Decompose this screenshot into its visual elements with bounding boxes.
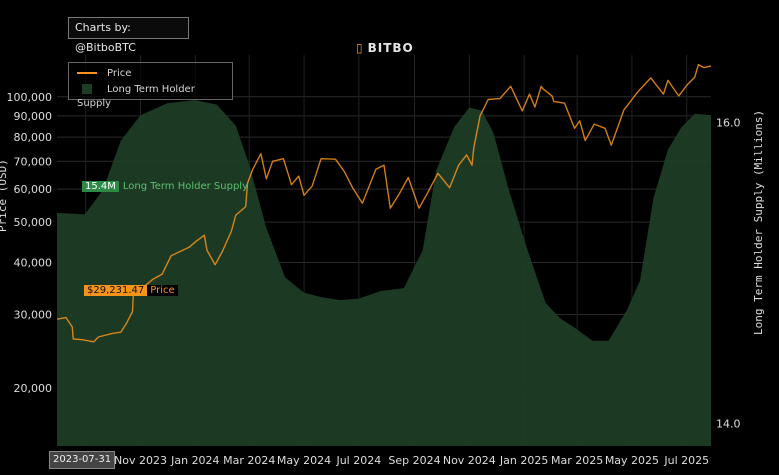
y-left-tick-label: 80,000: [14, 131, 53, 144]
y-left-tick-label: 90,000: [14, 110, 53, 123]
x-tick-label: Jul 2025: [663, 454, 709, 467]
price-hover-value: $29,231.47: [84, 285, 148, 296]
y-left-tick-label: 70,000: [14, 155, 53, 168]
x-tick-label: Nov 2024: [443, 454, 496, 467]
bitbo-logo-text: BITBO: [367, 41, 414, 55]
chart-legend: Price Long Term Holder Supply: [68, 62, 233, 109]
price-hover-tag: $29,231.47 Price: [84, 283, 178, 299]
legend-label-lth: Long Term Holder Supply: [77, 84, 195, 109]
bitbo-logo: ▯ BITBO: [356, 41, 414, 55]
x-tick-label: May 2025: [605, 454, 659, 467]
x-tick-label: Jul 2024: [335, 454, 381, 467]
x-tick-label: Jan 2024: [170, 454, 219, 467]
y-right-axis-label: Long Term Holder Supply (Millions): [752, 109, 765, 335]
price-hover-name: Price: [147, 285, 178, 296]
legend-item-price[interactable]: Price: [77, 67, 131, 81]
y-left-axis-ticks: 20,000 30,000 40,000 50,000 60,000 70,000 80,0…: [7, 91, 53, 395]
y-left-tick-label: 100,000: [7, 91, 53, 104]
price-line: [56, 63, 712, 343]
y-left-axis-label: Price (USD): [0, 159, 9, 232]
legend-item-lth[interactable]: Long Term Holder Supply: [77, 83, 232, 109]
hover-date-label: 2023-07-31: [49, 451, 116, 469]
x-tick-label: Mar 2025: [551, 454, 603, 467]
y-right-axis-ticks: 14.0 16.0: [716, 117, 741, 431]
lth-supply-area-path: [57, 100, 711, 446]
lth-hover-name: Long Term Holder Supply: [122, 181, 248, 192]
bitbo-logo-icon: ▯: [356, 41, 364, 55]
price-swatch: [77, 72, 97, 74]
x-tick-label: Sep 2024: [388, 454, 440, 467]
y-left-tick-label: 40,000: [14, 256, 53, 269]
y-left-tick-label: 20,000: [14, 382, 53, 395]
y-right-tick-label: 16.0: [716, 117, 741, 130]
x-tick-label: Jan 2025: [499, 454, 548, 467]
lth-hover-tag: 15.4M Long Term Holder Supply: [82, 179, 248, 195]
lth-supply-area: [57, 100, 711, 446]
lth-swatch: [82, 84, 92, 94]
x-tick-label: Mar 2024: [223, 454, 275, 467]
legend-label-price: Price: [107, 68, 132, 79]
x-tick-label: Nov 2023: [114, 454, 167, 467]
y-left-tick-label: 60,000: [14, 183, 53, 196]
price-line-path: [56, 63, 712, 343]
y-right-tick-label: 14.0: [716, 417, 741, 430]
lth-hover-value: 15.4M: [82, 181, 119, 192]
chart-credit[interactable]: Charts by: @BitboBTC: [68, 17, 189, 54]
y-left-tick-label: 30,000: [14, 309, 53, 322]
x-tick-label: May 2024: [277, 454, 331, 467]
y-left-tick-label: 50,000: [14, 216, 53, 229]
